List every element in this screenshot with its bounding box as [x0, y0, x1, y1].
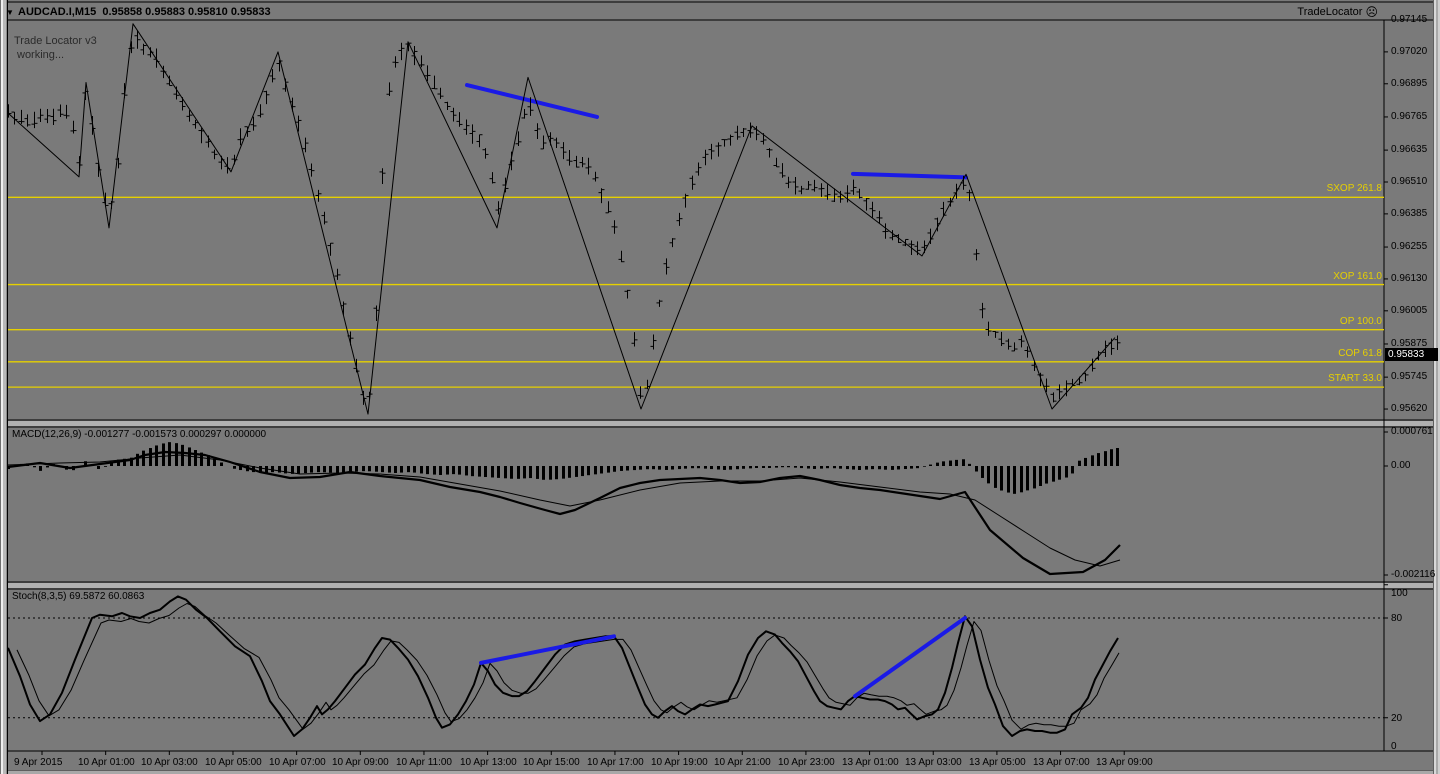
window-frame-left — [0, 0, 8, 774]
sad-face-icon: ☹ — [1365, 5, 1378, 19]
stoch-axis-label: 20 — [1391, 712, 1403, 724]
stoch-trendlines[interactable] — [479, 616, 967, 699]
stoch-d-line — [16, 603, 1120, 730]
time-axis-label: 13 Apr 07:00 — [1033, 757, 1090, 768]
macd-histogram — [7, 442, 1119, 494]
stoch-axis-label: 80 — [1391, 613, 1403, 624]
time-axis-label: 10 Apr 11:00 — [396, 757, 452, 768]
current-price-tag: 0.95833 — [1385, 348, 1438, 362]
stoch-levels — [8, 617, 1384, 719]
fib-level-label[interactable]: COP 61.8 — [1338, 347, 1382, 359]
fib-level-label[interactable]: START 33.0 — [1328, 373, 1382, 385]
window-scrollbar[interactable] — [1433, 0, 1440, 774]
time-axis-label: 10 Apr 01:00 — [78, 757, 135, 768]
time-axis-label: 10 Apr 05:00 — [205, 757, 262, 768]
price-axis-label: 0.96255 — [1391, 241, 1428, 253]
price-axis-label: 0.96510 — [1391, 175, 1428, 187]
ohlc-values: 0.95858 0.95883 0.95810 0.95833 — [102, 6, 271, 18]
zigzag-line[interactable] — [7, 23, 1116, 415]
time-axis-label: 10 Apr 15:00 — [523, 757, 580, 768]
price-axis-label: 0.95620 — [1391, 403, 1428, 415]
stoch-axis-label: 0 — [1391, 741, 1397, 752]
price-axis-label: 0.97145 — [1391, 14, 1428, 25]
time-axis-label: 10 Apr 03:00 — [141, 757, 198, 768]
indicator-watermark: Trade Locator v3 working... — [14, 35, 97, 61]
price-axis-label: 0.96895 — [1391, 77, 1428, 89]
time-axis-label: 10 Apr 23:00 — [778, 757, 835, 768]
time-axis-label: 10 Apr 13:00 — [460, 757, 517, 768]
macd-axis-label: 0.00 — [1391, 460, 1411, 471]
indicator-brand: TradeLocator ☹ — [1297, 5, 1378, 19]
time-axis-label: 13 Apr 09:00 — [1096, 757, 1153, 768]
price-axis-label: 0.96130 — [1391, 272, 1428, 284]
price-bars — [5, 30, 1121, 405]
price-axis-label: 0.95745 — [1391, 371, 1428, 383]
symbol-timeframe: AUDCAD.I,M15 — [18, 6, 97, 18]
price-axis-label: 0.96635 — [1391, 144, 1428, 156]
fib-level-label[interactable]: SXOP 261.8 — [1326, 183, 1382, 195]
price-axis-label: 0.95875 — [1391, 337, 1428, 349]
chart-dropdown-icon[interactable]: ▼ — [6, 8, 14, 17]
time-axis-label: 13 Apr 03:00 — [905, 757, 962, 768]
fib-levels[interactable] — [8, 196, 1384, 388]
time-axis-ticks — [41, 751, 1125, 755]
time-axis-label: 13 Apr 01:00 — [842, 757, 899, 768]
time-axis-label: 13 Apr 05:00 — [969, 757, 1026, 768]
price-trendlines[interactable] — [465, 83, 968, 180]
price-axis-label: 0.96385 — [1391, 207, 1428, 219]
price-axis-label: 0.97020 — [1391, 45, 1428, 57]
stoch-label: Stoch(8,3,5) 69.5872 60.0863 — [12, 591, 145, 602]
time-axis-label: 10 Apr 07:00 — [269, 757, 326, 768]
macd-axis-label: 0.000761 — [1391, 426, 1433, 437]
stoch-k-line — [7, 595, 1119, 737]
time-axis-label: 10 Apr 09:00 — [332, 757, 389, 768]
time-axis-label: 10 Apr 21:00 — [714, 757, 771, 768]
fib-level-label[interactable]: OP 100.0 — [1339, 315, 1382, 327]
macd-main-line — [7, 450, 1121, 576]
window-frame-bottom — [8, 770, 1433, 774]
time-axis-label: 9 Apr 2015 — [14, 757, 63, 768]
panel-borders — [8, 1, 1440, 752]
time-axis-label: 10 Apr 17:00 — [587, 757, 644, 768]
price-axis-label: 0.96765 — [1391, 110, 1428, 122]
stoch-axis-label: 100 — [1391, 588, 1408, 599]
fib-level-label[interactable]: XOP 161.0 — [1333, 270, 1382, 282]
chart-title: AUDCAD.I,M15 0.95858 0.95883 0.95810 0.9… — [18, 6, 271, 18]
macd-label: MACD(12,26,9) -0.001277 -0.001573 0.0002… — [12, 429, 267, 440]
time-axis-label: 10 Apr 19:00 — [651, 757, 708, 768]
macd-axis-label: -0.002116 — [1391, 569, 1436, 580]
price-axis-label: 0.96005 — [1391, 304, 1428, 316]
